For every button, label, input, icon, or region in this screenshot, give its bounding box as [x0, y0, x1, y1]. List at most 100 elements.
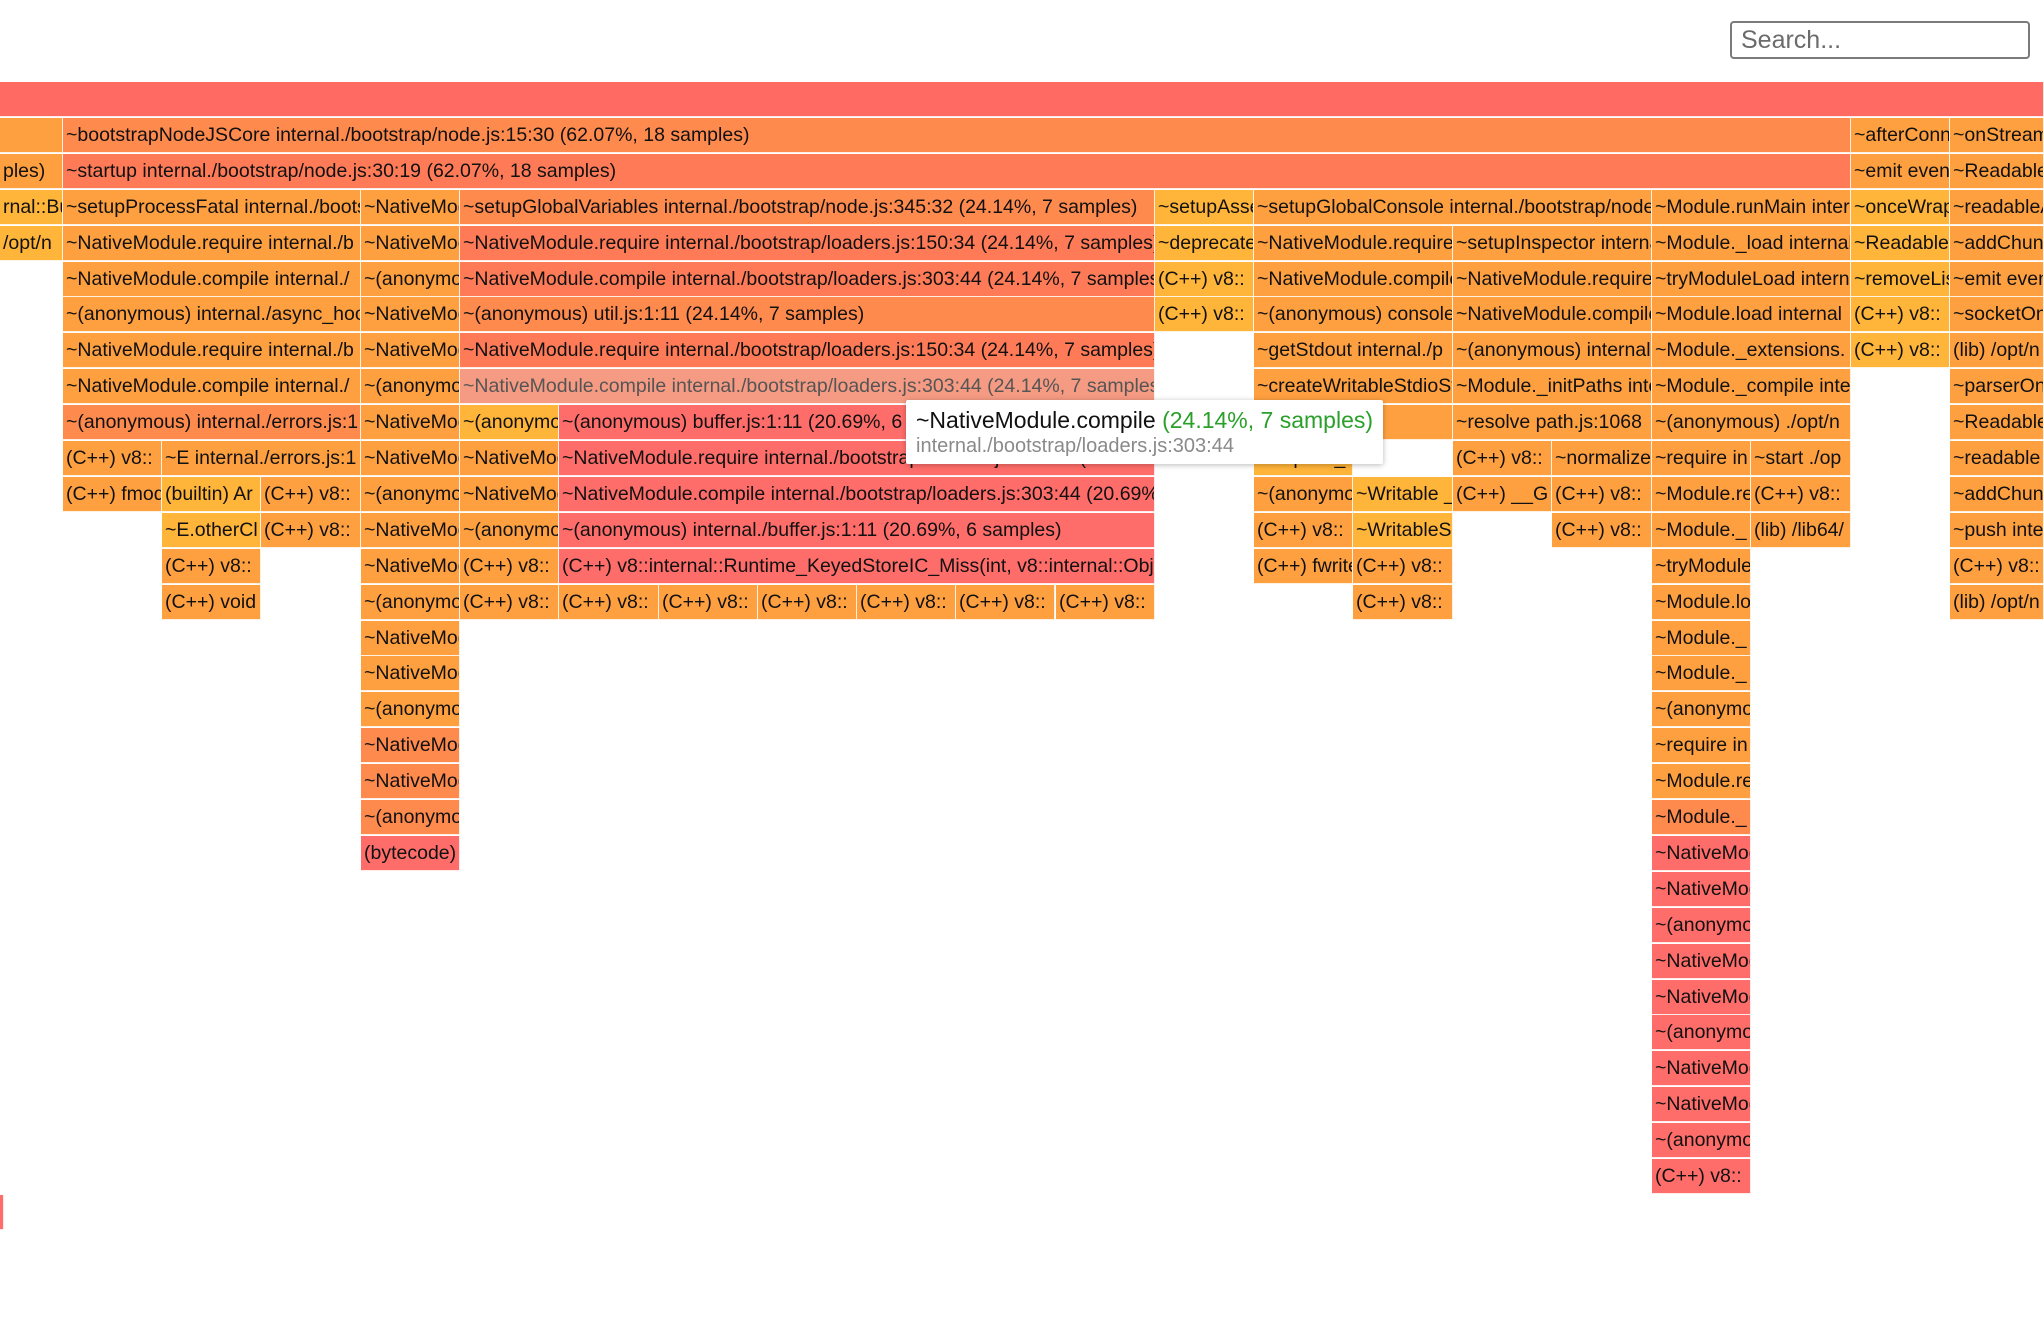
frame-setupglobalvariables-internal-bootstrap-[interactable]: ~setupGlobalVariables internal./bootstra… [460, 190, 1155, 225]
frame-module[interactable]: ~Module._ [1652, 621, 1751, 656]
frame-nativemodule[interactable]: ~NativeModule [1652, 836, 1751, 871]
frame-c-g[interactable]: (C++) __G [1453, 477, 1552, 512]
frame-c-v8[interactable]: (C++) v8:: [1155, 262, 1254, 297]
frame-c-v8[interactable]: (C++) v8:: [857, 585, 956, 620]
frame-c-v8-internal-runtime-keyedstoreic-miss-[interactable]: (C++) v8::internal::Runtime_KeyedStoreIC… [559, 549, 1155, 584]
frame-nativemodule[interactable]: ~NativeModule [460, 477, 559, 512]
frame-nativemodule-require-internal-bootstrap-[interactable]: ~NativeModule.require internal./bootstra… [460, 333, 1155, 368]
frame-module-load-internal[interactable]: ~Module.load internal [1652, 297, 1851, 332]
frame-createwritablestdiostream[interactable]: ~createWritableStdioStream [1254, 369, 1453, 404]
frame-require-in[interactable]: ~require in [1652, 441, 1751, 476]
frame-nativemodule-require[interactable]: ~NativeModule.require [1453, 262, 1652, 297]
frame-anonymous[interactable]: ~(anonymous) [1652, 1123, 1751, 1158]
frame-c-v8[interactable]: (C++) v8:: [162, 549, 261, 584]
frame-trymoduleload-internal[interactable]: ~tryModuleLoad internal [1652, 262, 1851, 297]
frame-emit-events[interactable]: ~emit events [1950, 262, 2044, 297]
frame-parseronincoming[interactable]: ~parserOnIncoming [1950, 369, 2044, 404]
frame-getstdout-internal-p[interactable]: ~getStdout internal./p [1254, 333, 1453, 368]
frame-addchunk[interactable]: ~addChunk [1950, 226, 2044, 261]
frame-lib-opt-n[interactable]: (lib) /opt/n [1950, 333, 2044, 368]
frame-nativemodule-compile-internal[interactable]: ~NativeModule.compile internal./ [63, 369, 361, 404]
frame-setupglobalconsole-internal-bootstrap-no[interactable]: ~setupGlobalConsole internal./bootstrap/… [1254, 190, 1652, 225]
frame-nativemodule[interactable]: ~NativeModule [361, 513, 460, 548]
frame-c-v8[interactable]: (C++) v8:: [261, 513, 361, 548]
frame-c-v8[interactable]: (C++) v8:: [559, 585, 659, 620]
frame-anonymous[interactable]: ~(anonymous) [361, 800, 460, 835]
frame-startup-internal-bootstrap-node-js-30-19[interactable]: ~startup internal./bootstrap/node.js:30:… [63, 154, 1851, 189]
frame-anonymous[interactable]: ~(anonymous) [1254, 477, 1353, 512]
frame-readableadd[interactable]: ~readableAdd [1950, 190, 2044, 225]
frame-c-v8[interactable]: (C++) v8:: [1950, 549, 2044, 584]
frame-rnal-bu[interactable]: rnal::Bu [0, 190, 63, 225]
frame-anonymous[interactable]: ~(anonymous) [361, 262, 460, 297]
search-input[interactable] [1730, 21, 2030, 59]
frame-anonymous[interactable]: ~(anonymous) [1652, 1015, 1751, 1050]
frame-anonymous[interactable]: ~(anonymous) [361, 585, 460, 620]
frame-nativemodule[interactable]: ~NativeModule [361, 297, 460, 332]
frame-anonymous[interactable]: ~(anonymous) [361, 477, 460, 512]
frame-require-in[interactable]: ~require in [1652, 728, 1751, 763]
frame-c-v8[interactable]: (C++) v8:: [460, 585, 559, 620]
frame-trymoduleload[interactable]: ~tryModuleLoad [1652, 549, 1751, 584]
frame-setupinspector-internal[interactable]: ~setupInspector internal [1453, 226, 1652, 261]
frame-c-void[interactable]: (C++) void [162, 585, 261, 620]
frame-nativemodule[interactable]: ~NativeModule [361, 621, 460, 656]
frame-readable[interactable]: ~Readable [1851, 226, 1950, 261]
frame-writable[interactable]: ~Writable _ [1353, 477, 1453, 512]
frame-lib-lib64[interactable]: (lib) /lib64/ [1751, 513, 1851, 548]
frame-anonymous[interactable]: ~(anonymous) [361, 369, 460, 404]
frame-frame[interactable] [0, 82, 2044, 117]
frame-c-v8[interactable]: (C++) v8:: [261, 477, 361, 512]
frame-module-compile-internal[interactable]: ~Module._compile internal [1652, 369, 1851, 404]
frame-normalize[interactable]: ~normalize [1552, 441, 1652, 476]
frame-nativemodule[interactable]: ~NativeModule [361, 190, 460, 225]
frame-readable[interactable]: ~Readable [1950, 154, 2044, 189]
frame-nativemodule-compile-internal-bootstrap-[interactable]: ~NativeModule.compile internal./bootstra… [460, 262, 1155, 297]
frame-c-v8[interactable]: (C++) v8:: [1851, 297, 1950, 332]
frame-c-v8[interactable]: (C++) v8:: [1851, 333, 1950, 368]
frame-module-initpaths-internal[interactable]: ~Module._initPaths internal [1453, 369, 1652, 404]
frame-c-v8[interactable]: (C++) v8:: [659, 585, 758, 620]
frame-module-re[interactable]: ~Module.re [1652, 477, 1751, 512]
frame-anonymous-opt-n[interactable]: ~(anonymous) ./opt/n [1652, 405, 1851, 440]
frame-nativemodule[interactable]: ~NativeModule [361, 656, 460, 691]
frame-nativemodule[interactable]: ~NativeModule [361, 405, 460, 440]
frame-nativemodule-compile[interactable]: ~NativeModule.compile [1453, 297, 1652, 332]
frame-nativemodule-compile-internal[interactable]: ~NativeModule.compile internal./ [63, 262, 361, 297]
frame-nativemodule-compile-internal-bootstrap-[interactable]: ~NativeModule.compile internal./bootstra… [460, 369, 1155, 404]
frame-bytecode[interactable]: (bytecode) [361, 836, 460, 871]
frame-c-v8[interactable]: (C++) v8:: [758, 585, 857, 620]
frame-readable[interactable]: ~readable [1950, 441, 2044, 476]
frame-anonymous-console[interactable]: ~(anonymous) console [1254, 297, 1453, 332]
frame-anonymous-internal-async-hooks[interactable]: ~(anonymous) internal./async_hooks [63, 297, 361, 332]
frame-module-re[interactable]: ~Module.re [1652, 764, 1751, 799]
frame-ples[interactable]: ples) [0, 154, 63, 189]
frame-c-v8[interactable]: (C++) v8:: [956, 585, 1055, 620]
frame-nativemodule[interactable]: ~NativeModule [361, 226, 460, 261]
frame-socketondata[interactable]: ~socketOnData [1950, 297, 2044, 332]
frame-opt-n[interactable]: /opt/n [0, 226, 63, 261]
frame-module-extensions[interactable]: ~Module._extensions. [1652, 333, 1851, 368]
frame-afterconnect[interactable]: ~afterConnect [1851, 118, 1950, 153]
frame-c-v8[interactable]: (C++) v8:: [0, 1195, 4, 1230]
frame-c-v8[interactable]: (C++) v8:: [1453, 441, 1552, 476]
frame-onstreamread[interactable]: ~onStreamRead [1950, 118, 2044, 153]
frame-nativemodule[interactable]: ~NativeModule [1652, 980, 1751, 1015]
frame-frame[interactable] [0, 118, 63, 153]
frame-c-v8[interactable]: (C++) v8:: [1056, 585, 1155, 620]
frame-c-fmod[interactable]: (C++) fmod [63, 477, 162, 512]
frame-anonymous-internal-errors-js-1[interactable]: ~(anonymous) internal./errors.js:1 [63, 405, 361, 440]
frame-addchunk[interactable]: ~addChunk [1950, 477, 2044, 512]
frame-c-v8[interactable]: (C++) v8:: [460, 549, 559, 584]
frame-nativemodule-require-internal-b[interactable]: ~NativeModule.require internal./b [63, 333, 361, 368]
frame-nativemodule[interactable]: ~NativeModule [361, 549, 460, 584]
frame-bootstrapnodejscore-internal-bootstrap-n[interactable]: ~bootstrapNodeJSCore internal./bootstrap… [63, 118, 1851, 153]
frame-emit-events[interactable]: ~emit events [1851, 154, 1950, 189]
frame-deprecate[interactable]: ~deprecate [1155, 226, 1254, 261]
frame-e-othercl[interactable]: ~E.otherCl [162, 513, 261, 548]
frame-c-v8[interactable]: (C++) v8:: [1353, 585, 1453, 620]
frame-start-op[interactable]: ~start ./op [1751, 441, 1851, 476]
frame-setupasser[interactable]: ~setupAsser [1155, 190, 1254, 225]
frame-nativemodule[interactable]: ~NativeModule [361, 728, 460, 763]
frame-resolve-path-js-1068[interactable]: ~resolve path.js:1068 [1453, 405, 1652, 440]
